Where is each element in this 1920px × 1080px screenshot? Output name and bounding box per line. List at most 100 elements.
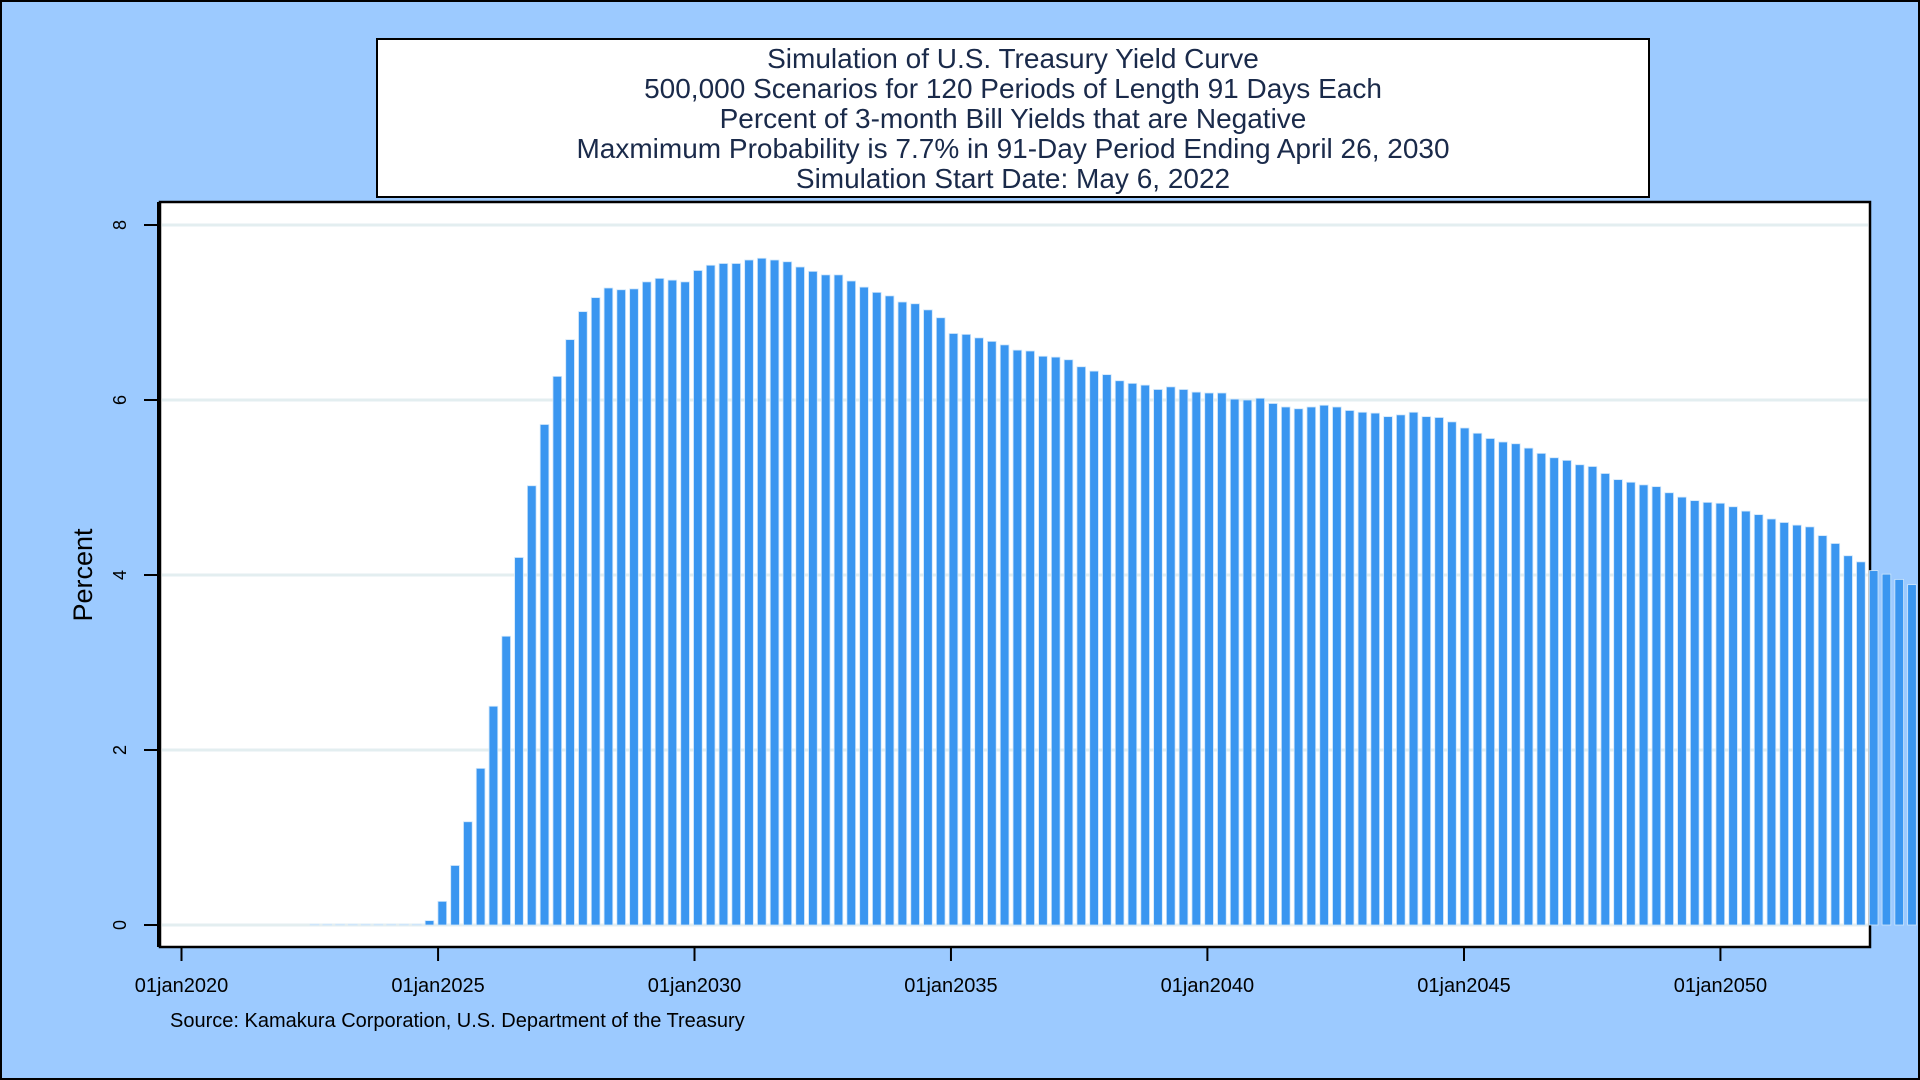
bar — [1843, 555, 1853, 926]
bar — [335, 923, 345, 926]
bar — [654, 277, 665, 926]
bar — [884, 295, 895, 926]
chart-subtitle-measure: Percent of 3-month Bill Yields that are … — [719, 103, 1307, 134]
bar — [1881, 573, 1892, 926]
bar — [1830, 543, 1841, 926]
bar — [373, 923, 384, 926]
x-tick-label: 01jan2035 — [904, 975, 997, 997]
bar — [782, 261, 793, 926]
bar — [1600, 473, 1611, 926]
bar — [1459, 427, 1470, 926]
chart-title-box: Simulation of U.S. Treasury Yield Curve … — [376, 38, 1650, 198]
bar — [399, 923, 409, 926]
bar — [603, 287, 614, 926]
bar — [999, 344, 1010, 926]
bar — [1689, 500, 1700, 926]
bar — [795, 266, 805, 926]
y-axis-label: Percent — [68, 528, 98, 622]
bar — [1089, 370, 1099, 926]
bar — [1728, 506, 1738, 926]
bar — [1421, 416, 1432, 926]
bar — [1293, 408, 1304, 926]
bar — [616, 289, 626, 926]
bar — [552, 375, 563, 926]
bar — [859, 286, 869, 926]
bar — [1638, 484, 1649, 926]
bar — [1702, 501, 1713, 926]
bar — [1485, 438, 1495, 926]
bar — [1344, 410, 1355, 926]
x-tick-label: 01jan2040 — [1161, 975, 1254, 997]
bar — [463, 821, 473, 926]
x-tick-label: 01jan2045 — [1417, 975, 1510, 997]
bar — [1907, 584, 1917, 926]
bar — [1178, 389, 1189, 926]
bar — [1523, 447, 1534, 926]
bar — [437, 900, 448, 926]
bar — [731, 263, 741, 926]
bar — [1753, 514, 1764, 926]
y-tick-label: 6 — [110, 395, 130, 405]
bar — [1587, 466, 1598, 926]
bar — [578, 311, 588, 926]
bar — [360, 923, 371, 926]
bar — [629, 288, 639, 926]
chart-subtitle-start-date: Simulation Start Date: May 6, 2022 — [795, 163, 1231, 194]
bar — [501, 635, 511, 926]
bar — [488, 705, 499, 926]
bar — [1229, 398, 1240, 926]
bar — [450, 865, 460, 926]
bar — [1817, 535, 1828, 926]
bar — [987, 340, 997, 926]
bar — [1140, 384, 1150, 926]
bar — [1856, 561, 1866, 926]
bar — [1805, 526, 1815, 926]
bar — [1281, 406, 1291, 926]
bar — [1166, 386, 1176, 926]
bar — [1012, 349, 1023, 926]
bar — [1025, 350, 1035, 926]
x-tick-label: 01jan2025 — [391, 975, 484, 997]
bar — [386, 923, 396, 926]
bar — [1306, 406, 1317, 926]
bar — [475, 767, 486, 926]
bar — [1332, 406, 1342, 926]
bar — [718, 263, 729, 926]
bar — [1574, 464, 1585, 926]
bar — [1434, 417, 1444, 926]
bar — [1319, 404, 1329, 926]
bar — [667, 279, 678, 926]
bar — [1127, 382, 1138, 926]
bar — [1063, 359, 1074, 926]
x-tick-label: 01jan2020 — [135, 975, 228, 997]
bar-series — [309, 257, 1917, 926]
bar — [1626, 481, 1636, 926]
bar — [897, 301, 908, 926]
bar — [1562, 459, 1572, 926]
bar — [757, 257, 767, 926]
bar — [424, 920, 435, 926]
bar — [1613, 479, 1623, 926]
bar — [693, 270, 703, 926]
bar — [1076, 366, 1087, 926]
bar — [322, 923, 333, 926]
bar — [680, 281, 690, 926]
bar — [1498, 441, 1508, 926]
bar — [1868, 570, 1879, 926]
bar — [846, 280, 856, 926]
chart-subtitle-scenarios: 500,000 Scenarios for 120 Periods of Len… — [644, 73, 1382, 104]
bar — [744, 259, 754, 926]
bar — [1741, 510, 1751, 926]
bar — [1370, 412, 1380, 926]
bar — [1268, 403, 1278, 926]
bar — [1255, 397, 1265, 926]
y-tick-label: 2 — [110, 745, 130, 755]
bar — [808, 270, 818, 926]
bar — [705, 264, 716, 926]
bar — [1677, 496, 1687, 926]
bar — [1651, 486, 1662, 926]
bar — [1549, 457, 1559, 926]
bar — [1050, 356, 1061, 926]
bar — [590, 297, 601, 926]
